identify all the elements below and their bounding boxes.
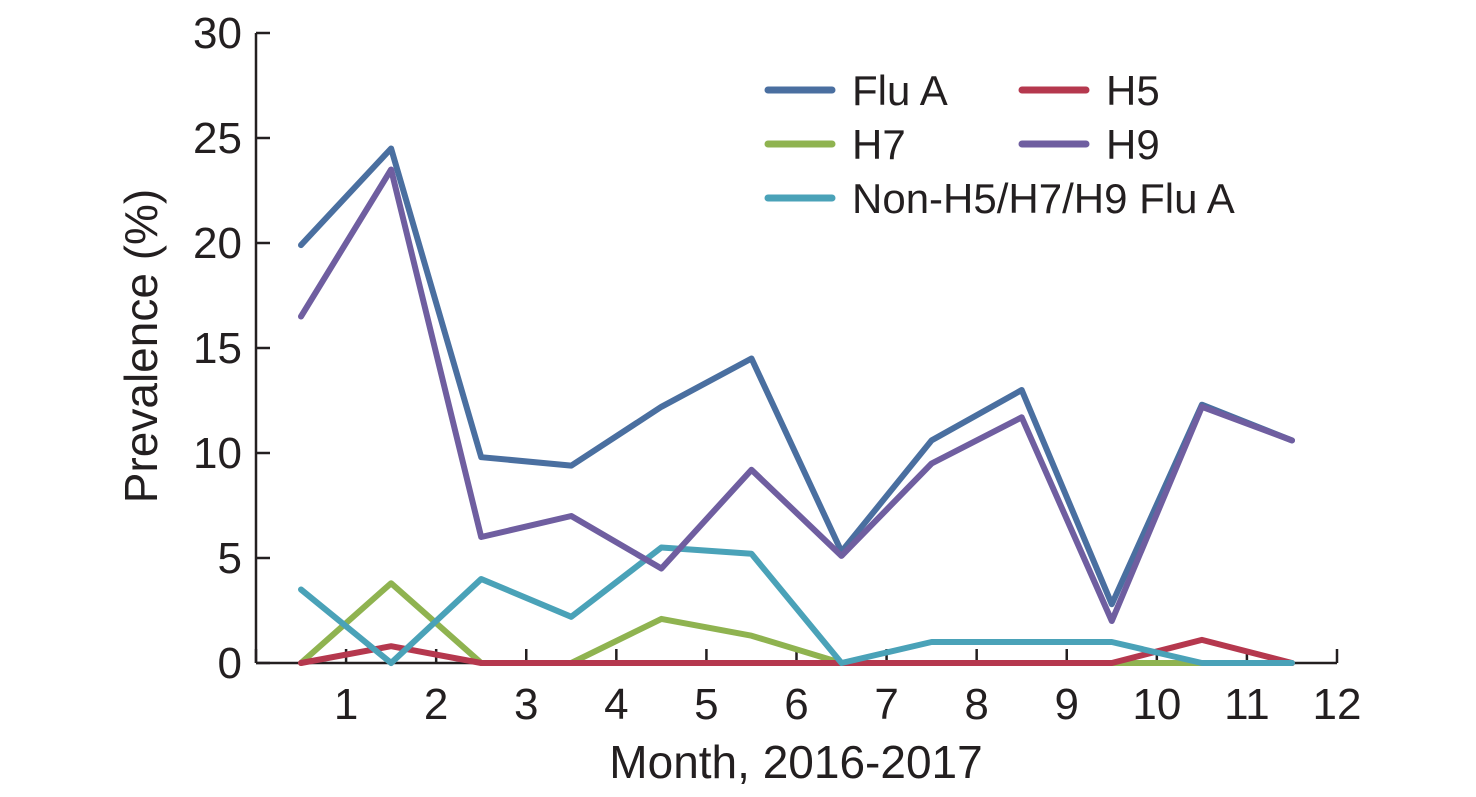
x-tick-label: 6 xyxy=(784,680,808,729)
x-tick-label: 7 xyxy=(874,680,898,729)
x-tick-label: 12 xyxy=(1313,680,1362,729)
y-tick-label: 15 xyxy=(193,324,242,373)
x-tick-label: 4 xyxy=(604,680,628,729)
y-tick-label: 5 xyxy=(218,534,242,583)
x-tick-label: 11 xyxy=(1224,680,1270,729)
y-tick-label: 25 xyxy=(193,114,242,163)
x-tick-label: 10 xyxy=(1132,680,1181,729)
legend-label-non-h5-h7-h9-flu-a: Non-H5/H7/H9 Flu A xyxy=(852,175,1235,222)
series-line-h9 xyxy=(298,166,1295,624)
y-tick-label: 20 xyxy=(193,219,242,268)
legend-label-h7: H7 xyxy=(852,121,906,168)
series-group xyxy=(298,145,1295,666)
series-line-h7 xyxy=(298,580,1295,666)
series-line-h5 xyxy=(298,636,1295,666)
x-tick-label: 2 xyxy=(424,680,448,729)
x-tick-label: 8 xyxy=(964,680,988,729)
series-line-non-h5-h7-h9-flu-a xyxy=(298,544,1295,666)
series-line-flu-a xyxy=(298,145,1295,608)
x-axis-title: Month, 2016-2017 xyxy=(609,736,982,788)
legend-label-flu-a: Flu A xyxy=(852,67,948,114)
legend: Flu A H5 H7 H9 Non-H5/H7/H9 Flu A xyxy=(764,67,1235,222)
x-tick-label: 9 xyxy=(1055,680,1079,729)
y-axis-title: Prevalence (%) xyxy=(115,189,167,503)
y-tick-label: 30 xyxy=(193,9,242,58)
legend-label-h9: H9 xyxy=(1106,121,1160,168)
y-tick-label: 10 xyxy=(193,429,242,478)
x-tick-label: 1 xyxy=(334,680,358,729)
x-tick-label: 5 xyxy=(694,680,718,729)
x-tick-label: 3 xyxy=(514,680,538,729)
y-tick-label: 0 xyxy=(218,639,242,688)
legend-label-h5: H5 xyxy=(1106,67,1160,114)
